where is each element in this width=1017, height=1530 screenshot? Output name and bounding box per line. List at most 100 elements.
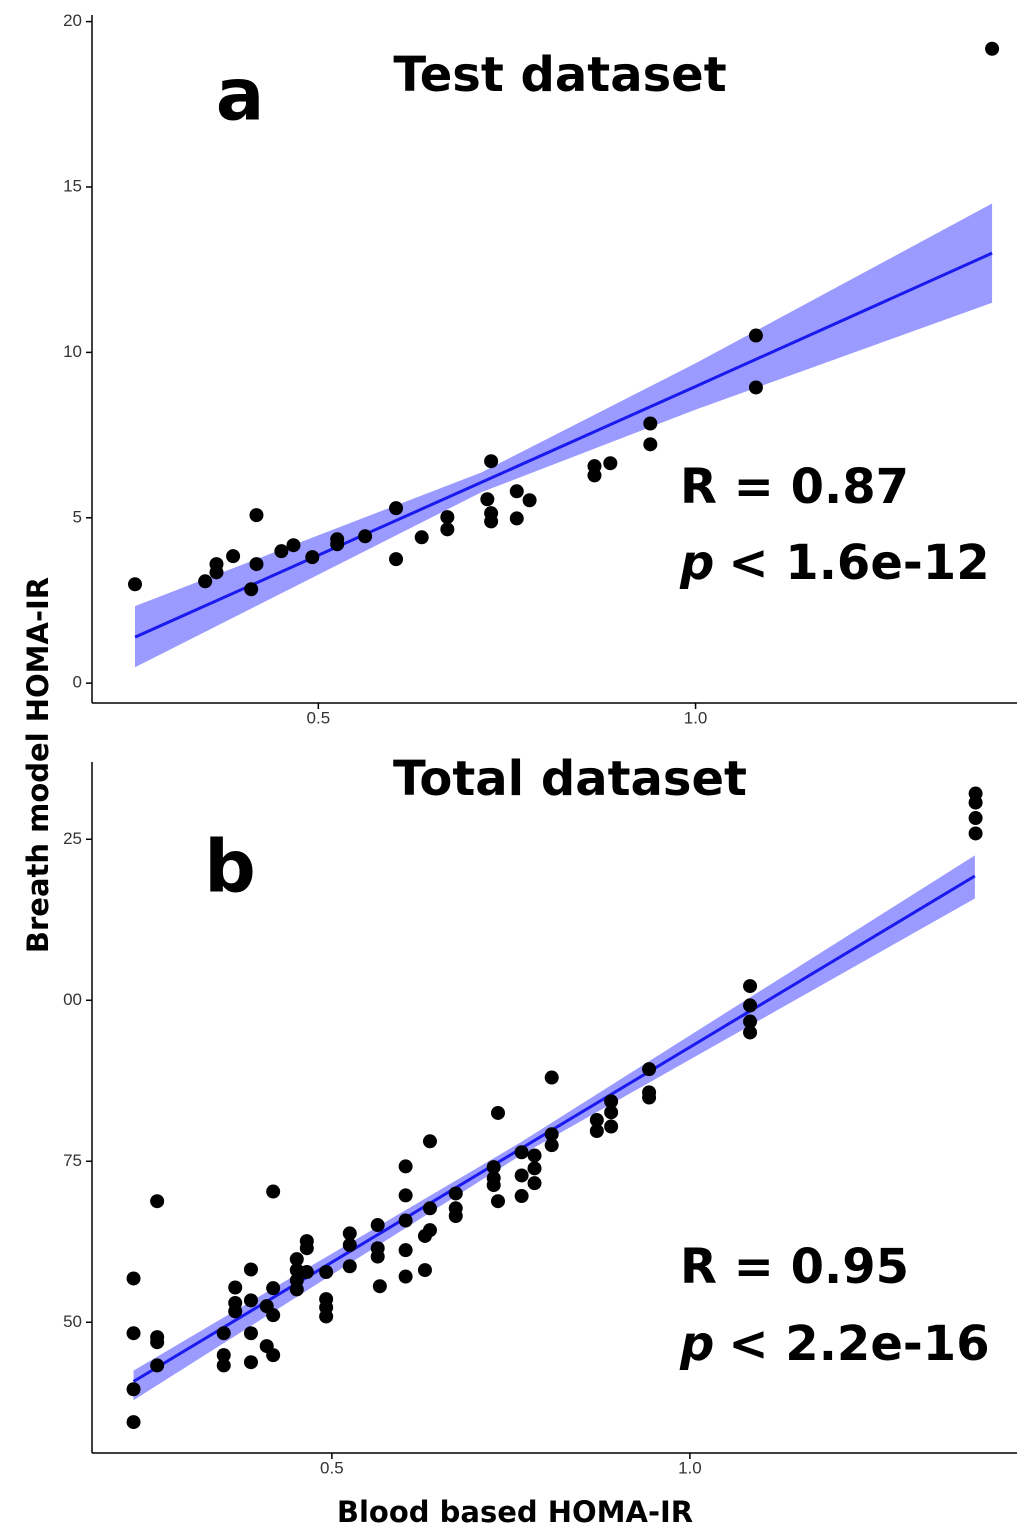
stat-r: R = 0.87 [680, 459, 909, 515]
data-point [243, 1326, 258, 1341]
data-point [491, 1194, 505, 1209]
data-point [604, 1094, 619, 1109]
data-point [126, 1415, 141, 1430]
data-point [604, 1105, 619, 1120]
data-point [150, 1194, 165, 1209]
data-point [440, 522, 455, 537]
x-tick-label: 0.5 [307, 708, 331, 727]
data-point [299, 1265, 314, 1280]
data-point [491, 1105, 505, 1120]
x-tick-label: 1.0 [684, 708, 708, 727]
data-point [398, 1188, 413, 1203]
data-point [968, 826, 983, 841]
data-point [743, 1014, 758, 1029]
data-point [968, 795, 983, 810]
data-point [198, 574, 213, 589]
panel-label: b [204, 825, 256, 909]
data-point [514, 1145, 529, 1160]
data-point [480, 492, 495, 507]
data-point [398, 1243, 413, 1258]
data-point [216, 1326, 231, 1341]
y-tick-label: 25 [63, 829, 82, 848]
data-point [244, 582, 259, 597]
data-point [226, 549, 241, 564]
data-point [209, 565, 224, 580]
data-point [370, 1249, 385, 1264]
data-point [509, 511, 524, 526]
data-point [484, 454, 499, 469]
data-point [126, 1326, 141, 1341]
stat-p: p < 2.2e-16 [679, 1316, 990, 1372]
data-point [389, 552, 404, 567]
data-point [544, 1127, 559, 1142]
panel-label: a [216, 53, 265, 137]
data-point [448, 1186, 463, 1201]
chart-title: Total dataset [393, 751, 747, 807]
data-point [342, 1259, 357, 1274]
y-tick-label: 20 [63, 11, 82, 30]
chart-title: Test dataset [393, 47, 726, 103]
y-tick-label: 0 [73, 673, 82, 692]
data-point [398, 1269, 413, 1284]
x-tick-label: 1.0 [678, 1458, 702, 1477]
data-point [372, 1279, 387, 1294]
data-point [216, 1358, 231, 1373]
data-point [266, 1184, 281, 1199]
data-point [522, 493, 537, 508]
data-point [358, 529, 373, 544]
data-point [603, 456, 618, 471]
data-point [228, 1280, 243, 1295]
y-axis-label: Breath model HOMA-IR [21, 577, 55, 953]
data-point [643, 416, 658, 431]
data-point [289, 1252, 304, 1267]
data-point [289, 1282, 304, 1297]
data-point [249, 508, 264, 523]
stat-symbol: p [679, 535, 714, 591]
data-point [486, 1178, 501, 1193]
data-point [414, 530, 429, 545]
data-point [389, 501, 404, 516]
data-point [544, 1138, 559, 1153]
data-point [422, 1201, 437, 1216]
x-axis-label: Blood based HOMA-IR [337, 1495, 693, 1529]
stat-text: < 2.2e-16 [728, 1316, 989, 1372]
y-tick-label: 00 [63, 990, 82, 1009]
data-point [274, 544, 289, 559]
data-point [126, 1271, 141, 1286]
data-point [286, 538, 301, 553]
y-tick-label: 5 [73, 507, 82, 526]
data-point [342, 1237, 357, 1252]
data-point [514, 1189, 529, 1204]
data-point [440, 510, 455, 525]
data-point [330, 537, 345, 552]
data-point [305, 550, 320, 565]
data-point [604, 1119, 619, 1134]
data-point [527, 1161, 542, 1176]
data-point [266, 1348, 281, 1363]
data-point [243, 1293, 258, 1308]
data-point [342, 1226, 357, 1241]
y-tick-label: 10 [63, 342, 82, 361]
data-point [422, 1223, 437, 1238]
data-point [128, 577, 143, 592]
data-point [527, 1148, 542, 1163]
data-point [319, 1265, 334, 1280]
confidence-band [135, 203, 993, 668]
data-point [228, 1304, 243, 1319]
data-point [985, 41, 1000, 56]
data-point [743, 1025, 758, 1040]
data-point [266, 1308, 281, 1323]
data-point [150, 1358, 165, 1373]
stat-p: p < 1.6e-12 [679, 535, 990, 591]
data-point [150, 1335, 165, 1350]
y-tick-label: 50 [63, 1312, 82, 1331]
data-point [319, 1309, 334, 1324]
data-point [266, 1281, 281, 1296]
stat-text: < 1.6e-12 [728, 535, 989, 591]
data-point [514, 1168, 529, 1183]
y-tick-label: 75 [63, 1151, 82, 1170]
data-point [398, 1213, 413, 1228]
data-point [398, 1159, 413, 1174]
data-point [216, 1348, 231, 1363]
